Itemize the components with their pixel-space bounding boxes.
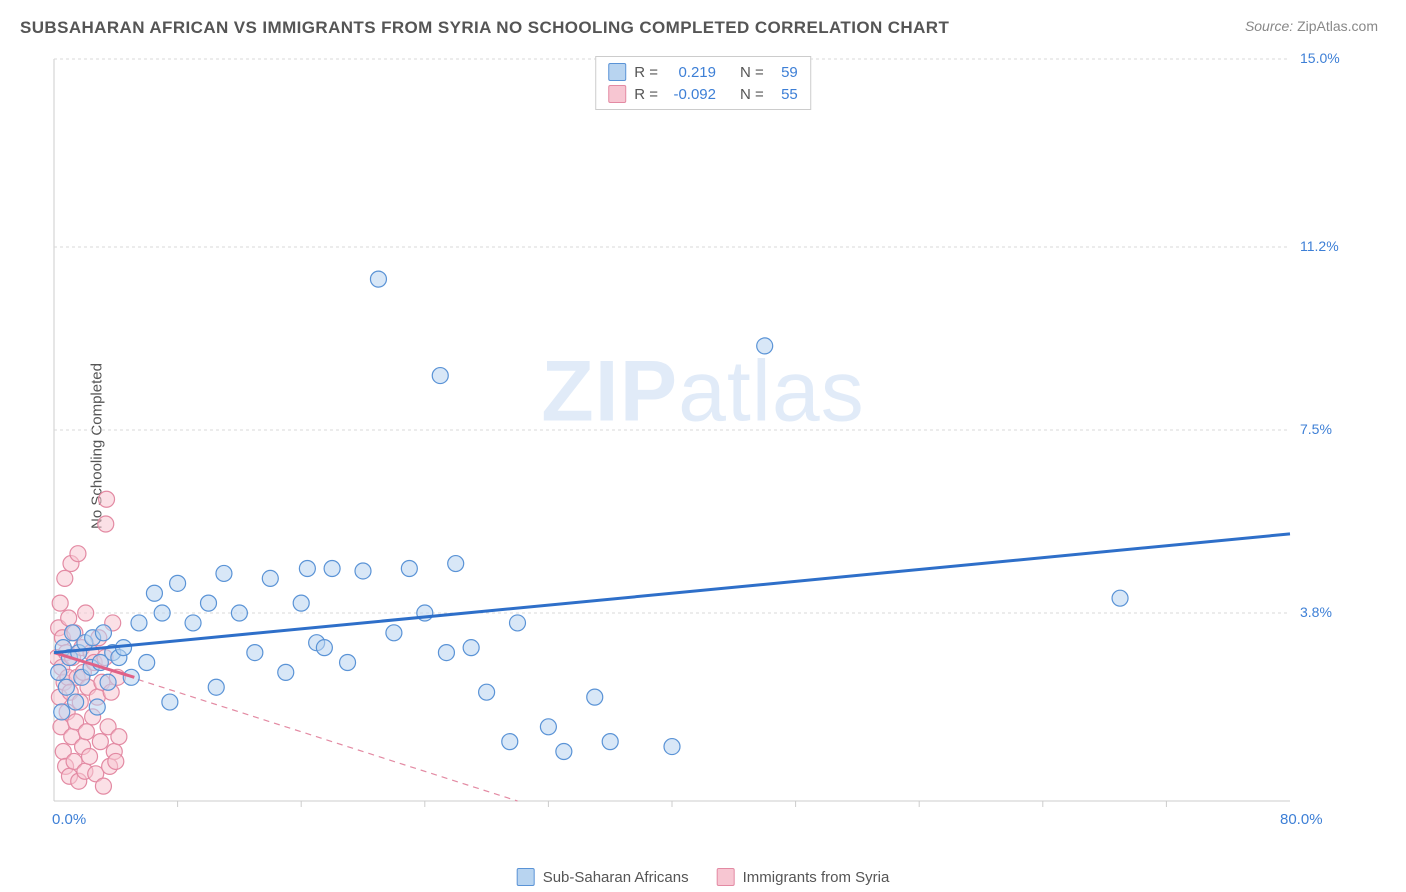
legend-row-subsaharan: R = 0.219 N = 59 xyxy=(608,61,798,83)
x-axis-max: 80.0% xyxy=(1280,811,1323,828)
r-label: R = xyxy=(634,86,658,103)
r-label: R = xyxy=(634,64,658,81)
source-credit: Source: ZipAtlas.com xyxy=(1245,18,1378,34)
swatch-subsaharan xyxy=(517,868,535,886)
plot-area xyxy=(50,55,1350,835)
y-tick-label: 11.2% xyxy=(1300,238,1339,254)
source-label: Source: xyxy=(1245,18,1293,34)
n-value-subsaharan: 59 xyxy=(772,64,798,81)
x-axis-min: 0.0% xyxy=(52,811,86,828)
y-tick-label: 7.5% xyxy=(1300,421,1332,437)
correlation-legend: R = 0.219 N = 59 R = -0.092 N = 55 xyxy=(595,56,811,110)
r-value-syria: -0.092 xyxy=(666,86,716,103)
legend-row-syria: R = -0.092 N = 55 xyxy=(608,83,798,105)
n-label: N = xyxy=(740,86,764,103)
source-value: ZipAtlas.com xyxy=(1297,18,1378,34)
y-tick-label: 15.0% xyxy=(1300,50,1340,66)
swatch-syria xyxy=(608,85,626,103)
legend-item-syria: Immigrants from Syria xyxy=(717,868,890,886)
swatch-syria xyxy=(717,868,735,886)
series-legend: Sub-Saharan Africans Immigrants from Syr… xyxy=(517,868,890,886)
legend-label-syria: Immigrants from Syria xyxy=(743,869,890,886)
chart-title: SUBSAHARAN AFRICAN VS IMMIGRANTS FROM SY… xyxy=(20,18,949,38)
chart-container: SUBSAHARAN AFRICAN VS IMMIGRANTS FROM SY… xyxy=(0,0,1406,892)
swatch-subsaharan xyxy=(608,63,626,81)
r-value-subsaharan: 0.219 xyxy=(666,64,716,81)
n-value-syria: 55 xyxy=(772,86,798,103)
legend-label-subsaharan: Sub-Saharan Africans xyxy=(543,869,689,886)
n-label: N = xyxy=(740,64,764,81)
scatter-svg xyxy=(50,55,1350,835)
y-tick-label: 3.8% xyxy=(1300,604,1332,620)
legend-item-subsaharan: Sub-Saharan Africans xyxy=(517,868,689,886)
